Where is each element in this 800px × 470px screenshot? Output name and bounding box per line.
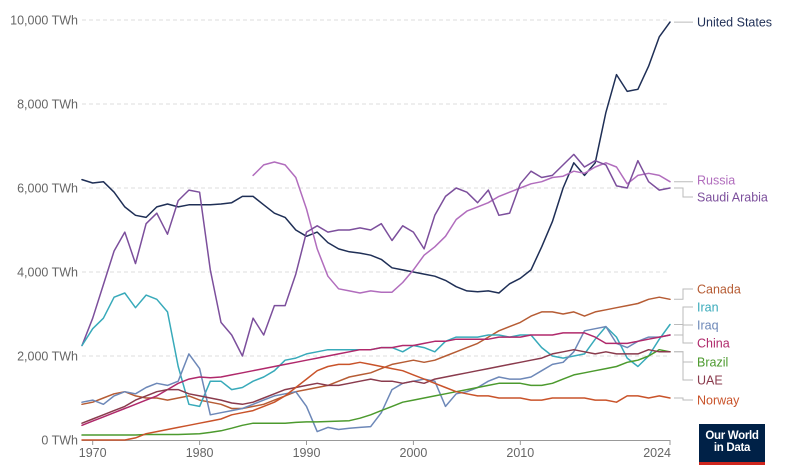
series-line-russia[interactable] <box>252 161 671 294</box>
legend-label-saudi-arabia[interactable]: Saudi Arabia <box>697 191 768 205</box>
gridlines <box>82 19 670 357</box>
legend-connector <box>674 397 693 401</box>
series-line-united-states[interactable] <box>81 21 671 294</box>
x-tick-label: 2024 <box>643 446 671 460</box>
legend-connector <box>674 306 693 325</box>
y-tick-label: 10,000 TWh <box>10 14 78 28</box>
legend-connector <box>674 288 693 300</box>
legend-label-iraq[interactable]: Iraq <box>697 319 719 333</box>
series-line-canada[interactable] <box>81 296 671 410</box>
y-tick-label: 0 TWh <box>41 434 78 448</box>
series-line-brazil[interactable] <box>81 348 671 436</box>
series-line-saudi-arabia[interactable] <box>81 153 671 357</box>
legend: United States Russia Saudi Arabia Canada Ira… <box>674 16 772 408</box>
legend-label-china[interactable]: China <box>697 337 730 351</box>
legend-connector <box>674 351 693 381</box>
series-line-iraq[interactable] <box>81 325 671 433</box>
legend-label-russia[interactable]: Russia <box>697 174 735 188</box>
y-axis: 0 TWh 2,000 TWh 4,000 TWh 6,000 TWh 8,000 TW… <box>10 14 78 448</box>
series-line-uae[interactable] <box>81 348 671 424</box>
series-line-norway[interactable] <box>81 361 671 441</box>
legend-connector <box>674 324 693 336</box>
series-lines <box>81 21 671 441</box>
logo-line-2: in Data <box>713 442 751 454</box>
x-tick-label: 2010 <box>506 446 534 460</box>
x-tick-label: 1970 <box>79 446 107 460</box>
legend-label-canada[interactable]: Canada <box>697 283 741 297</box>
legend-label-uae[interactable]: UAE <box>697 374 723 388</box>
y-tick-label: 6,000 TWh <box>17 182 78 196</box>
y-tick-label: 8,000 TWh <box>17 98 78 112</box>
y-tick-label: 4,000 TWh <box>17 266 78 280</box>
legend-label-united-states[interactable]: United States <box>697 16 772 30</box>
x-tick-label: 1980 <box>186 446 214 460</box>
legend-label-norway[interactable]: Norway <box>697 394 740 408</box>
our-world-in-data-logo[interactable]: Our World in Data <box>699 424 765 465</box>
x-tick-label: 1990 <box>293 446 321 460</box>
legend-label-brazil[interactable]: Brazil <box>697 356 728 370</box>
legend-connector <box>674 334 693 344</box>
logo-line-1: Our World <box>705 430 759 442</box>
x-axis: 1970 1980 1990 2000 2010 2024 <box>79 440 671 460</box>
legend-connector <box>674 187 693 198</box>
legend-label-iran[interactable]: Iran <box>697 301 719 315</box>
y-tick-label: 2,000 TWh <box>17 350 78 364</box>
x-tick-label: 2000 <box>400 446 428 460</box>
series-line-china[interactable] <box>81 332 671 427</box>
